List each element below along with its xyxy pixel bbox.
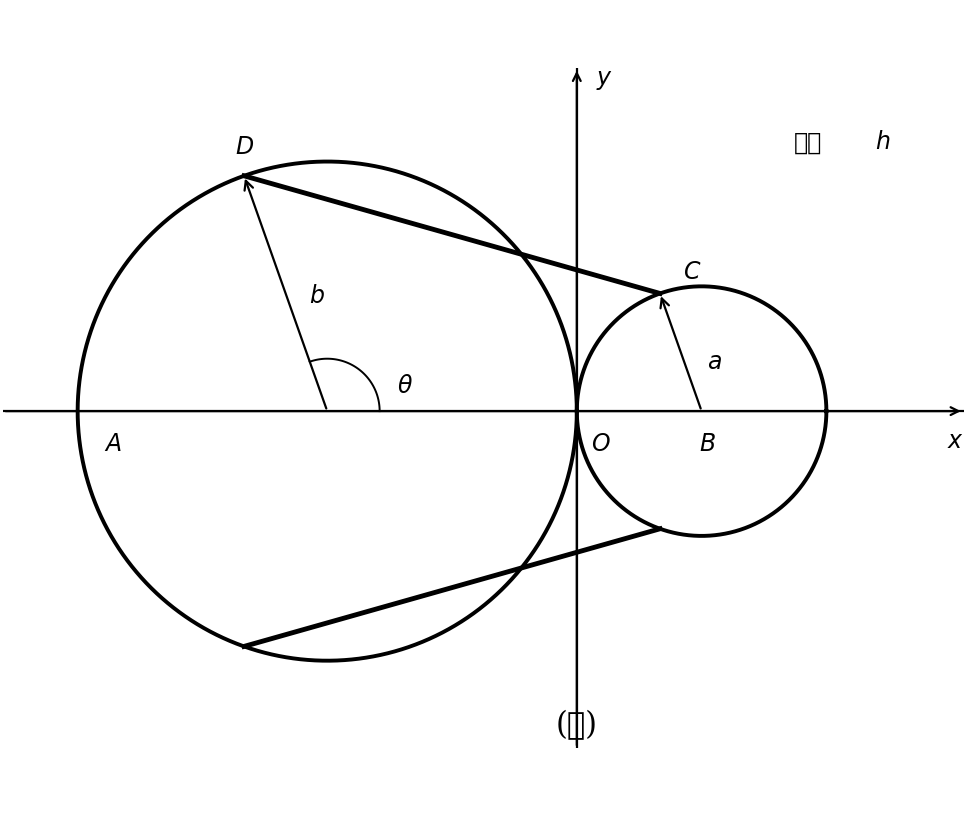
Text: 高度: 高度	[794, 131, 822, 155]
Text: $x$: $x$	[947, 429, 963, 453]
Text: $\theta$: $\theta$	[397, 375, 412, 397]
Text: $b$: $b$	[309, 285, 324, 308]
Text: $A$: $A$	[104, 433, 122, 456]
Text: (ｂ): (ｂ)	[556, 710, 598, 741]
Text: $C$: $C$	[683, 261, 702, 284]
Text: $y$: $y$	[596, 69, 613, 92]
Text: $O$: $O$	[590, 433, 611, 456]
Text: $a$: $a$	[707, 351, 722, 374]
Text: $D$: $D$	[234, 135, 254, 158]
Text: $B$: $B$	[700, 433, 716, 456]
Text: $h$: $h$	[875, 131, 891, 154]
